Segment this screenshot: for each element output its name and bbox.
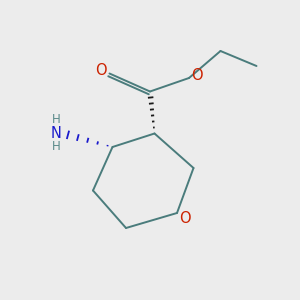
Text: O: O bbox=[180, 211, 191, 226]
Text: N: N bbox=[51, 126, 62, 141]
Text: H: H bbox=[52, 140, 61, 153]
Text: H: H bbox=[52, 113, 61, 127]
Text: O: O bbox=[95, 63, 106, 78]
Text: O: O bbox=[192, 68, 203, 83]
